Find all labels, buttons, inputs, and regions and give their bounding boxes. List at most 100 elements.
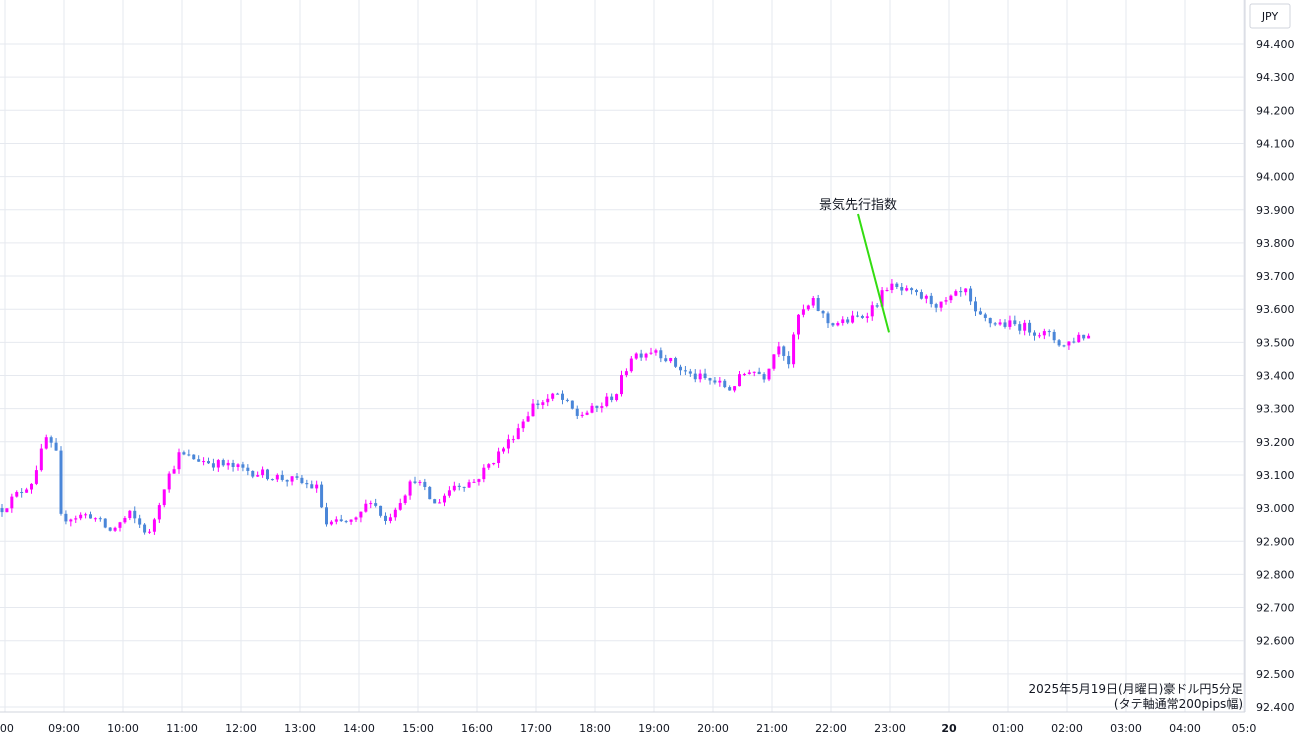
x-axis-ticks: :00 09:00 10:00 11:00 12:00 13:00 14:00 15:00 16… bbox=[0, 722, 1256, 735]
candle-body bbox=[821, 310, 825, 314]
candle bbox=[1067, 341, 1071, 350]
candle bbox=[939, 301, 943, 312]
candle-body bbox=[369, 503, 373, 505]
candle bbox=[172, 465, 176, 474]
candle-body bbox=[915, 290, 918, 293]
x-tick-label: 03:00 bbox=[1110, 722, 1142, 735]
x-tick-label: 14:00 bbox=[343, 722, 375, 735]
candle bbox=[1057, 338, 1061, 347]
candle bbox=[384, 512, 387, 525]
candle-body bbox=[713, 380, 717, 383]
candle bbox=[221, 458, 225, 467]
candle-body bbox=[900, 287, 904, 291]
candle bbox=[983, 312, 987, 322]
candle bbox=[502, 446, 505, 454]
candle bbox=[610, 393, 614, 403]
x-tick-label: 18:00 bbox=[579, 722, 611, 735]
candle bbox=[143, 523, 147, 535]
candle bbox=[64, 510, 68, 525]
candle-body bbox=[34, 470, 38, 484]
candle bbox=[747, 369, 751, 375]
candle-body bbox=[202, 461, 206, 463]
candle bbox=[246, 464, 250, 476]
candle-body bbox=[639, 353, 643, 358]
candle-body bbox=[580, 414, 584, 416]
candle-body bbox=[511, 439, 515, 441]
candle bbox=[718, 377, 722, 387]
candle bbox=[1008, 315, 1012, 330]
candle-body bbox=[585, 412, 589, 415]
candle bbox=[1023, 319, 1027, 336]
candle-body bbox=[285, 479, 289, 482]
candle bbox=[182, 450, 186, 456]
candle-body bbox=[393, 509, 397, 518]
candle-body bbox=[182, 452, 186, 455]
candle bbox=[693, 369, 697, 383]
candle-body bbox=[870, 305, 874, 317]
candle-body bbox=[993, 323, 997, 325]
candle bbox=[674, 356, 678, 368]
candle-body bbox=[0, 508, 4, 513]
candle-body bbox=[615, 394, 619, 401]
candle bbox=[924, 294, 928, 304]
candle bbox=[816, 294, 820, 312]
candle bbox=[398, 498, 402, 511]
candle bbox=[919, 289, 923, 300]
x-tick-label: 20:00 bbox=[697, 722, 729, 735]
candle-body bbox=[983, 314, 987, 318]
candle-body bbox=[1018, 324, 1022, 331]
candle-body bbox=[620, 375, 623, 395]
candle bbox=[148, 529, 151, 534]
candle bbox=[472, 478, 476, 483]
candle-body bbox=[162, 489, 166, 506]
candle bbox=[497, 447, 501, 468]
candle bbox=[659, 347, 663, 363]
candle bbox=[211, 458, 215, 471]
candle bbox=[669, 357, 673, 364]
candle bbox=[561, 390, 564, 405]
candle bbox=[374, 498, 378, 508]
candle bbox=[836, 321, 840, 327]
y-tick-label: 92.400 bbox=[1256, 701, 1295, 714]
candle bbox=[575, 405, 579, 420]
y-tick-label: 93.000 bbox=[1256, 502, 1295, 515]
candle-body bbox=[516, 428, 520, 440]
candle bbox=[536, 399, 540, 410]
currency-label: JPY bbox=[1261, 10, 1279, 23]
candle-body bbox=[816, 298, 820, 311]
candle-body bbox=[974, 301, 977, 312]
candle-body bbox=[246, 467, 250, 471]
candle-body bbox=[482, 467, 486, 480]
candle bbox=[270, 478, 274, 481]
candle bbox=[762, 372, 766, 383]
candle bbox=[728, 385, 732, 391]
candle-body bbox=[860, 315, 864, 318]
candle bbox=[1028, 319, 1032, 336]
annotation-line bbox=[857, 213, 890, 333]
candle-body bbox=[364, 503, 368, 512]
candle bbox=[177, 448, 181, 474]
candle-body bbox=[98, 518, 102, 520]
candle-body bbox=[339, 519, 343, 522]
candle-body bbox=[905, 288, 909, 291]
candle-body bbox=[487, 464, 491, 468]
x-tick-label: 11:00 bbox=[166, 722, 198, 735]
annotation: 景気先行指数 bbox=[819, 197, 897, 333]
candle bbox=[595, 405, 599, 413]
y-tick-label: 94.200 bbox=[1256, 104, 1295, 117]
candle-body bbox=[797, 314, 800, 335]
candle-body bbox=[305, 483, 309, 485]
candle bbox=[15, 490, 19, 498]
candle bbox=[123, 516, 127, 524]
candle-body bbox=[1067, 341, 1071, 346]
candle-body bbox=[325, 507, 328, 525]
candle-body bbox=[452, 485, 456, 491]
candle-body bbox=[733, 386, 737, 391]
candle-body bbox=[752, 371, 756, 373]
candle bbox=[305, 479, 309, 489]
candle-body bbox=[865, 316, 869, 318]
candle-body bbox=[595, 405, 599, 408]
candle bbox=[236, 463, 240, 471]
candle-body bbox=[128, 510, 132, 519]
candle bbox=[629, 355, 633, 373]
